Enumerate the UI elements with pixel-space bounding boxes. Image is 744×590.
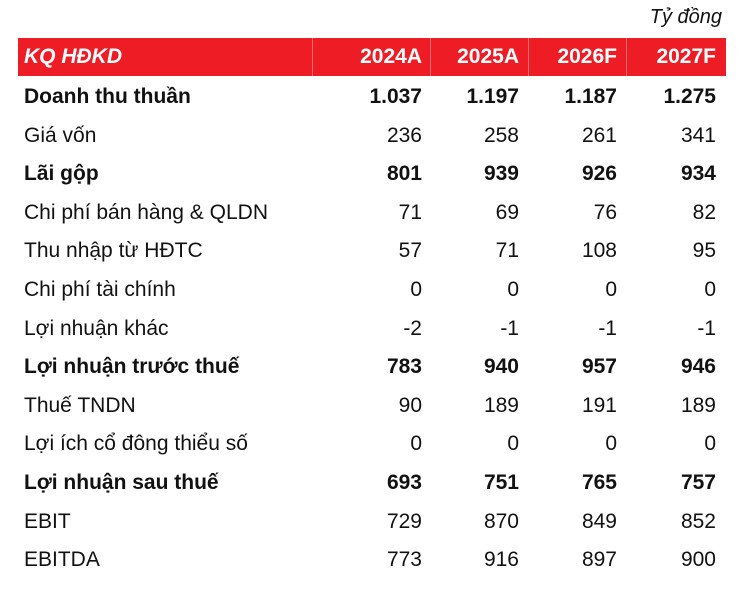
value-cell: 693 <box>386 471 422 494</box>
value-cell: 0 <box>605 278 617 301</box>
value-cell: 90 <box>398 393 422 417</box>
row-label: Lợi nhuận trước thuế <box>24 355 240 379</box>
header-year: 2024A <box>360 45 422 68</box>
value-cell: -1 <box>500 316 519 340</box>
row-label: Lợi ích cổ đông thiểu số <box>24 432 248 456</box>
row-label: EBITDA <box>24 548 100 572</box>
separator <box>430 38 431 76</box>
header-year: 2026F <box>557 45 617 68</box>
value-cell: 0 <box>507 432 519 456</box>
value-cell: 1.037 <box>369 85 422 108</box>
row-label: Lợi nhuận khác <box>24 316 169 340</box>
header-label: KQ HĐKD <box>24 45 122 68</box>
header-year: 2027F <box>656 45 716 68</box>
value-cell: 69 <box>495 200 519 224</box>
row-label: Chi phí tài chính <box>24 278 176 301</box>
value-cell: 0 <box>410 432 422 456</box>
value-cell: 1.275 <box>663 85 716 108</box>
value-cell: 0 <box>507 278 519 301</box>
value-cell: 71 <box>495 239 519 263</box>
unit-label: Tỷ đồng <box>649 6 722 28</box>
row-label: Lợi nhuận sau thuế <box>24 471 219 494</box>
value-cell: 897 <box>581 548 617 572</box>
value-cell: 900 <box>680 548 716 572</box>
value-cell: 82 <box>692 200 716 224</box>
separator <box>312 38 313 76</box>
value-cell: 0 <box>704 278 716 301</box>
value-cell: 57 <box>398 239 422 263</box>
value-cell: 939 <box>483 162 519 186</box>
row-label: Thuế TNDN <box>24 393 136 417</box>
value-cell: 261 <box>581 123 617 147</box>
table-header: KQ HĐKD 2024A 2025A 2026F 2027F <box>18 38 726 76</box>
value-cell: 0 <box>605 432 617 456</box>
value-cell: 191 <box>581 393 617 417</box>
value-cell: 71 <box>398 200 422 224</box>
row-label: Thu nhập từ HĐTC <box>24 239 203 263</box>
value-cell: 757 <box>680 471 716 494</box>
value-cell: 765 <box>581 471 617 494</box>
value-cell: 1.197 <box>466 85 519 108</box>
value-cell: 783 <box>386 355 422 379</box>
separator <box>626 38 627 76</box>
value-cell: 957 <box>581 355 617 379</box>
value-cell: 773 <box>386 548 422 572</box>
value-cell: 852 <box>680 509 716 533</box>
value-cell: 729 <box>386 509 422 533</box>
value-cell: 946 <box>680 355 716 379</box>
value-cell: 934 <box>680 162 716 186</box>
row-label: EBIT <box>24 509 71 533</box>
value-cell: -1 <box>598 316 617 340</box>
value-cell: 801 <box>386 162 422 186</box>
value-cell: 76 <box>593 200 617 224</box>
header-year: 2025A <box>457 45 519 68</box>
row-label: Lãi gộp <box>24 162 99 186</box>
value-cell: 751 <box>483 471 519 494</box>
value-cell: 189 <box>483 393 519 417</box>
separator <box>528 38 529 76</box>
value-cell: 940 <box>483 355 519 379</box>
value-cell: 95 <box>692 239 716 263</box>
value-cell: -1 <box>697 316 716 340</box>
value-cell: 341 <box>680 123 716 147</box>
row-label: Chi phí bán hàng & QLDN <box>24 200 268 224</box>
value-cell: 0 <box>410 278 422 301</box>
value-cell: 108 <box>581 239 617 263</box>
value-cell: 870 <box>483 509 519 533</box>
value-cell: 236 <box>386 123 422 147</box>
value-cell: -2 <box>403 316 422 340</box>
value-cell: 849 <box>581 509 617 533</box>
value-cell: 0 <box>704 432 716 456</box>
value-cell: 916 <box>483 548 519 572</box>
value-cell: 189 <box>680 393 716 417</box>
value-cell: 1.187 <box>564 85 617 108</box>
value-cell: 926 <box>581 162 617 186</box>
row-label: Giá vốn <box>24 123 97 147</box>
row-label: Doanh thu thuần <box>24 85 191 108</box>
value-cell: 258 <box>483 123 519 147</box>
